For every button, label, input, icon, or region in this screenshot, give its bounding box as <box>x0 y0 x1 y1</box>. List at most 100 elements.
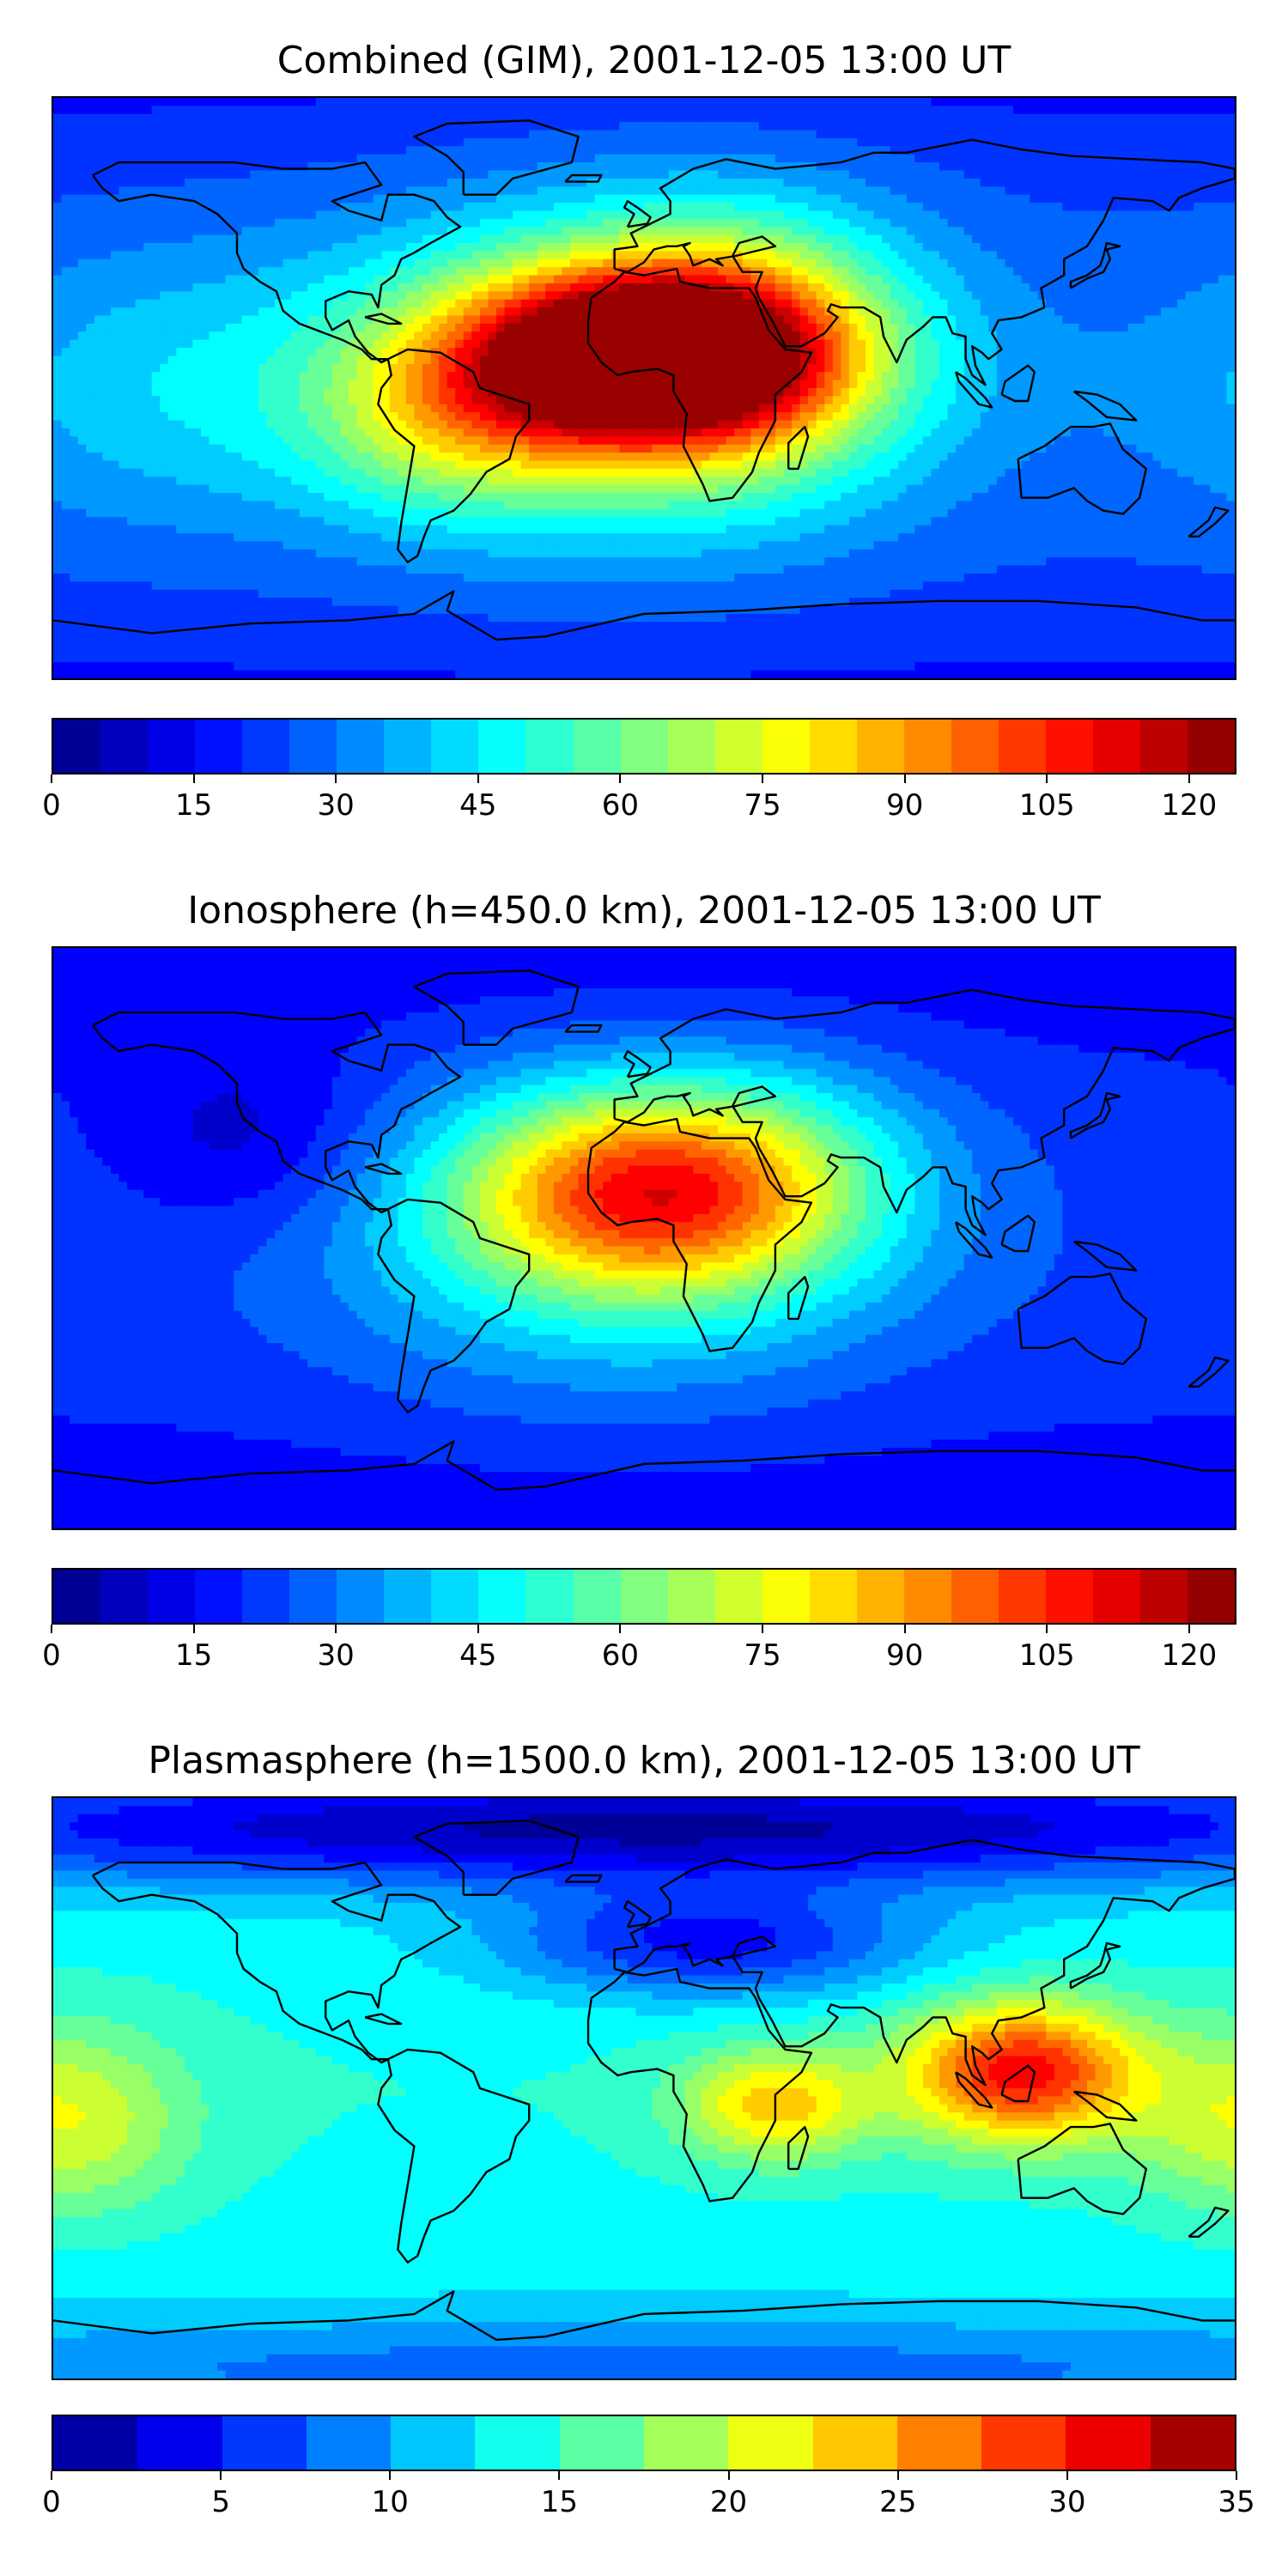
coastline <box>377 2048 531 2263</box>
map-svg-combined <box>53 98 1235 678</box>
coastline <box>564 1874 603 1883</box>
colorbar-segment <box>951 1570 999 1623</box>
coastline <box>613 988 1235 1236</box>
colorbar-tick-label: 0 <box>42 2485 61 2519</box>
colorbar-tick-label: 35 <box>1218 2485 1255 2519</box>
colorbar-segment <box>478 1570 526 1623</box>
colorbar-tick-label: 0 <box>42 788 61 823</box>
coastlines <box>53 119 1235 641</box>
colorbar-segment <box>100 1570 149 1623</box>
colorbar-tick-label: 15 <box>541 2485 578 2519</box>
colorbar-segment <box>714 1570 762 1623</box>
colorbar-tick-label: 25 <box>879 2485 916 2519</box>
coastline <box>1000 364 1036 403</box>
coastline <box>787 425 810 471</box>
panel-title-combined: Combined (GIM), 2001-12-05 13:00 UT <box>0 39 1288 83</box>
colorbar-tick <box>389 2471 392 2480</box>
colorbar-tick <box>558 2471 561 2480</box>
colorbar-segment <box>53 1570 101 1623</box>
colorbar-segment <box>242 720 290 773</box>
coastline <box>413 119 580 196</box>
panel-title-plasmasphere: Plasmasphere (h=1500.0 km), 2001-12-05 1… <box>0 1739 1288 1783</box>
coastline <box>1017 422 1148 515</box>
colorbar-tick <box>1188 1625 1190 1633</box>
colorbar-tick <box>192 775 195 783</box>
coastline <box>1072 1240 1138 1272</box>
colorbar-tick-label: 90 <box>886 788 923 823</box>
map-svg-plasmasphere <box>53 1798 1235 2379</box>
colorbar-segment <box>714 720 762 773</box>
colorbar-segment <box>809 720 857 773</box>
colorbar-tick <box>762 1625 763 1633</box>
colorbar-tick <box>619 775 622 783</box>
coastline <box>1069 241 1121 289</box>
colorbar-segment <box>667 1570 715 1623</box>
colorbar-segment <box>148 1570 196 1623</box>
field-cells <box>53 948 1235 1528</box>
colorbar-segment <box>289 720 337 773</box>
colorbar-tick-label: 60 <box>602 788 639 823</box>
colorbar-tick <box>1188 775 1190 783</box>
tec-map-combined <box>52 96 1236 680</box>
colorbar-ticks-plasmasphere: 0 5 10 15 20 25 30 35 <box>42 2471 1255 2523</box>
tec-map-ionosphere <box>52 946 1236 1530</box>
colorbar-segment <box>559 2416 644 2470</box>
colorbar-segment <box>856 720 904 773</box>
colorbar-tick <box>1046 775 1048 783</box>
colorbar-segment <box>53 2416 138 2470</box>
colorbar-tick <box>762 775 763 783</box>
coastline <box>1072 2090 1138 2122</box>
colorbar-tick <box>192 1625 195 1633</box>
colorbar-segment <box>856 1570 904 1623</box>
colorbar-segment <box>1093 1570 1141 1623</box>
colorbar-tick <box>335 1625 337 1633</box>
colorbar-tick-label: 0 <box>42 1638 61 1673</box>
colorbar-tick <box>903 1625 906 1633</box>
coastline <box>564 173 603 183</box>
colorbar-ticks-ionosphere: 0 15 30 45 60 75 90 105 120 <box>42 1625 1236 1676</box>
colorbar-tick <box>1066 2471 1068 2480</box>
colorbar-segment <box>903 720 951 773</box>
coastline <box>564 1024 603 1033</box>
colorbar-segment <box>384 720 432 773</box>
colorbar-segment <box>812 2416 897 2470</box>
coastline <box>623 1049 652 1078</box>
panel-title-ionosphere: Ionosphere (h=450.0 km), 2001-12-05 13:0… <box>0 889 1288 933</box>
colorbar-segment <box>306 2416 392 2470</box>
colorbar-tick <box>477 1625 479 1633</box>
colorbar-tick <box>619 1625 622 1633</box>
colorbar-segment <box>526 1570 574 1623</box>
colorbar-segment <box>762 1570 810 1623</box>
coastline <box>53 2290 1235 2342</box>
coastlines <box>53 969 1235 1492</box>
colorbar-segment <box>896 2416 982 2470</box>
colorbar-tick <box>51 775 52 783</box>
colorbar-ionosphere <box>52 1568 1236 1625</box>
coastline <box>364 2013 403 2026</box>
colorbar-tick-label: 45 <box>459 1638 496 1673</box>
field-cells <box>53 1798 1235 2379</box>
colorbar-tick-label: 30 <box>318 788 355 823</box>
colorbar-segment <box>1093 720 1141 773</box>
colorbar-segment <box>475 2416 560 2470</box>
coastline <box>91 161 462 364</box>
colorbar-segment <box>337 720 385 773</box>
colorbar-segment <box>903 1570 951 1623</box>
coastline <box>1188 1356 1230 1388</box>
colorbar-segment <box>431 720 479 773</box>
colorbar-segment <box>1045 1570 1094 1623</box>
coastline <box>53 590 1235 641</box>
colorbar-tick <box>1046 1625 1048 1633</box>
colorbar-plasmasphere <box>52 2415 1236 2471</box>
colorbar-combined <box>52 718 1236 775</box>
colorbar-segment <box>148 720 196 773</box>
colorbar-segment <box>981 2416 1066 2470</box>
map-svg-ionosphere <box>53 948 1235 1528</box>
colorbar-segment <box>337 1570 385 1623</box>
colorbar-tick-label: 15 <box>175 788 212 823</box>
coastline <box>613 1838 1235 2087</box>
colorbar-tick-label: 75 <box>744 1638 781 1673</box>
coastline <box>53 1440 1235 1492</box>
colorbar-segment <box>195 1570 243 1623</box>
colorbar-segment <box>384 1570 432 1623</box>
